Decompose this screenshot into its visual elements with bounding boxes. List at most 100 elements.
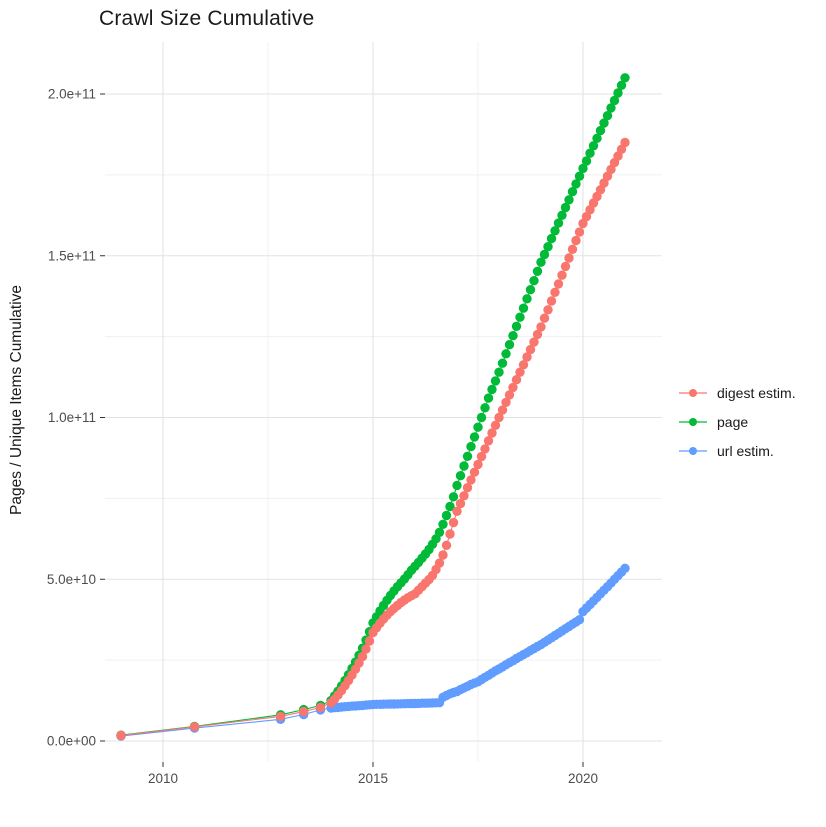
data-point-digest-estim- xyxy=(567,244,578,254)
data-point-digest-estim- xyxy=(361,644,371,654)
data-point-page xyxy=(455,471,466,481)
legend-row-digest-estim-: digest estim. xyxy=(678,378,796,407)
data-point-page xyxy=(466,441,476,452)
y-tick-label: 5.0e+10 xyxy=(47,572,96,587)
data-point-page xyxy=(508,331,518,341)
data-point-digest-estim- xyxy=(539,313,550,323)
y-tick-label: 2.0e+11 xyxy=(48,87,96,102)
data-point-page xyxy=(452,480,462,491)
data-point-page xyxy=(567,187,578,197)
chart-title: Crawl Size Cumulative xyxy=(99,7,315,30)
data-point-page xyxy=(497,358,508,368)
data-point-digest-estim- xyxy=(441,540,452,550)
data-point-digest-estim- xyxy=(459,491,469,501)
data-point-page xyxy=(448,492,459,502)
data-point-digest-estim- xyxy=(546,296,557,306)
y-tick-label: 1.5e+11 xyxy=(48,248,96,263)
data-point-page xyxy=(553,218,564,228)
data-point-page xyxy=(511,321,522,331)
data-point-digest-estim- xyxy=(116,730,126,741)
data-point-digest-estim- xyxy=(452,506,462,516)
data-point-page xyxy=(581,156,592,166)
data-point-page xyxy=(469,432,480,442)
data-point-digest-estim- xyxy=(469,467,480,477)
data-point-digest-estim- xyxy=(522,352,532,362)
data-point-page xyxy=(487,384,497,395)
data-point-digest-estim- xyxy=(529,337,539,347)
data-point-digest-estim- xyxy=(508,382,518,393)
x-tick-label: 2010 xyxy=(148,771,178,786)
legend: digest estim. page url estim. xyxy=(678,378,796,465)
data-point-digest-estim- xyxy=(504,390,515,400)
data-point-digest-estim- xyxy=(557,270,567,280)
data-point-digest-estim- xyxy=(511,375,522,385)
data-point-digest-estim- xyxy=(525,344,536,355)
data-point-page xyxy=(571,179,581,189)
data-point-page xyxy=(613,88,623,98)
data-point-digest-estim- xyxy=(438,550,448,560)
legend-row-page: page xyxy=(678,407,796,436)
legend-label: page xyxy=(717,413,749,430)
data-point-page xyxy=(434,527,445,537)
data-point-digest-estim- xyxy=(455,498,466,509)
data-point-page xyxy=(592,133,602,143)
data-point-digest-estim- xyxy=(473,459,483,470)
data-point-page xyxy=(515,312,525,322)
data-point-digest-estim- xyxy=(497,405,508,415)
data-point-page xyxy=(557,210,567,220)
data-point-page xyxy=(480,403,490,413)
data-point-page xyxy=(441,510,452,521)
data-point-digest-estim- xyxy=(364,636,375,646)
data-point-digest-estim- xyxy=(550,287,560,297)
data-point-digest-estim- xyxy=(518,360,529,370)
data-point-page xyxy=(504,340,515,350)
legend-row-url-estim-: url estim. xyxy=(678,436,796,465)
data-point-url-estim- xyxy=(620,563,630,573)
data-point-digest-estim- xyxy=(543,305,553,315)
data-point-page xyxy=(560,202,571,213)
data-point-digest-estim- xyxy=(501,397,511,407)
data-point-digest-estim- xyxy=(315,702,326,713)
data-point-digest-estim- xyxy=(532,329,543,340)
data-point-digest-estim- xyxy=(620,137,630,148)
legend-key-icon xyxy=(679,417,707,426)
data-point-page xyxy=(550,226,560,236)
data-point-digest-estim- xyxy=(476,451,487,462)
data-point-page xyxy=(595,125,606,136)
data-point-page xyxy=(522,294,532,304)
data-point-page xyxy=(501,349,511,359)
data-point-digest-estim- xyxy=(536,322,546,332)
data-point-digest-estim- xyxy=(490,420,501,430)
data-point-url-estim- xyxy=(574,615,585,625)
data-point-digest-estim- xyxy=(357,651,368,662)
data-point-digest-estim- xyxy=(494,412,504,423)
y-tick-label: 0.0e+00 xyxy=(47,734,96,749)
data-point-digest-estim- xyxy=(515,367,525,377)
data-point-digest-estim- xyxy=(299,706,309,717)
legend-key-icon xyxy=(679,446,707,455)
data-point-page xyxy=(476,412,487,423)
data-point-digest-estim- xyxy=(480,444,490,454)
data-point-digest-estim- xyxy=(560,261,571,272)
legend-label: digest estim. xyxy=(717,384,796,401)
data-point-page xyxy=(599,118,609,128)
data-point-page xyxy=(616,80,627,91)
data-point-page xyxy=(532,266,543,276)
data-point-page xyxy=(459,461,469,471)
data-point-digest-estim- xyxy=(483,436,494,446)
data-point-page xyxy=(483,393,494,403)
y-tick-label: 1.0e+11 xyxy=(48,410,96,425)
data-point-digest-estim- xyxy=(275,711,286,722)
data-point-page xyxy=(606,103,616,113)
data-point-page xyxy=(602,111,613,121)
data-point-page xyxy=(473,422,483,432)
data-point-page xyxy=(445,501,455,512)
data-point-page xyxy=(525,285,536,295)
data-point-digest-estim- xyxy=(571,235,581,246)
data-point-digest-estim- xyxy=(434,558,445,568)
data-point-page xyxy=(546,233,557,244)
data-point-digest-estim- xyxy=(445,529,455,539)
data-point-digest-estim- xyxy=(466,475,476,485)
